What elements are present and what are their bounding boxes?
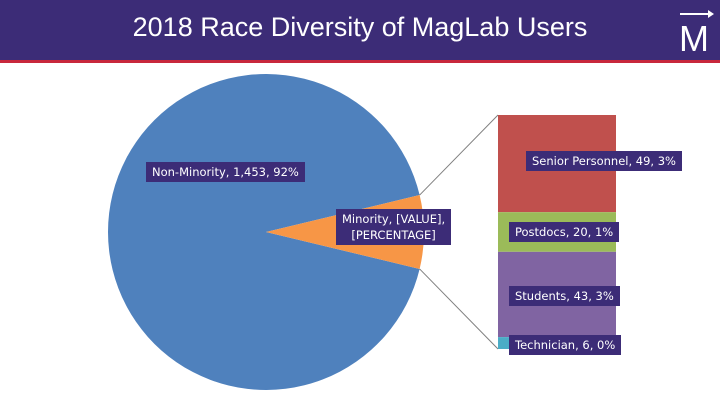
label-senior-personnel: Senior Personnel, 49, 3% [526, 151, 682, 171]
logo-letter: M [679, 18, 709, 56]
title-bar: 2018 Race Diversity of MagLab Users M [0, 0, 720, 63]
maglab-logo-icon: M [679, 10, 714, 56]
connector-lines [419, 114, 499, 350]
connector-top [419, 114, 499, 196]
label-students: Students, 43, 3% [509, 286, 620, 306]
label-non-minority: Non-Minority, 1,453, 92% [146, 162, 305, 182]
connector-bottom [419, 268, 499, 350]
label-minority-line1: Minority, [VALUE], [342, 212, 446, 226]
label-technician: Technician, 6, 0% [509, 335, 622, 355]
label-minority: Minority, [VALUE], [PERCENTAGE] [336, 209, 452, 245]
label-postdocs: Postdocs, 20, 1% [509, 222, 620, 242]
label-minority-line2: [PERCENTAGE] [351, 228, 436, 242]
page-title: 2018 Race Diversity of MagLab Users [132, 12, 588, 42]
slice-non-minority [108, 73, 420, 390]
